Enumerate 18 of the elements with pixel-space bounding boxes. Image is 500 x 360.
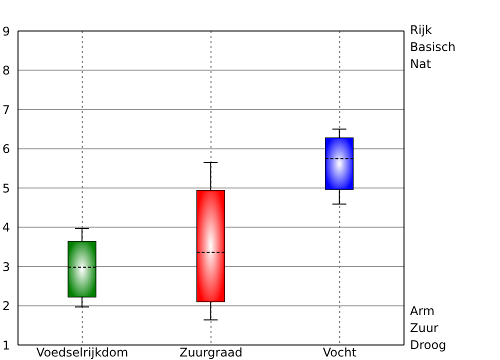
y-tick-label: 3 bbox=[2, 260, 10, 274]
text: Arm bbox=[410, 303, 436, 320]
y-tick-label: 5 bbox=[2, 181, 10, 196]
y-tick-label: 6 bbox=[2, 142, 10, 156]
text: Zuur bbox=[410, 320, 440, 337]
y-tick-label: 2 bbox=[2, 299, 10, 314]
y-tick-label: 1 bbox=[2, 338, 10, 352]
x-tick-label: Vocht bbox=[322, 346, 357, 360]
y-tick-label: 7 bbox=[2, 102, 10, 117]
y-tick-label: 9 bbox=[2, 24, 10, 38]
text: Basisch bbox=[410, 39, 456, 56]
x-tick-label: Zuurgraad bbox=[179, 346, 243, 360]
text: Nat bbox=[410, 56, 432, 73]
y-tick-label: 4 bbox=[2, 220, 10, 235]
x-tick-label: Voedselrijkdom bbox=[36, 346, 128, 360]
y-tick-label: 8 bbox=[2, 64, 10, 78]
text: Rijk bbox=[410, 22, 433, 39]
text: Droog bbox=[410, 337, 446, 354]
